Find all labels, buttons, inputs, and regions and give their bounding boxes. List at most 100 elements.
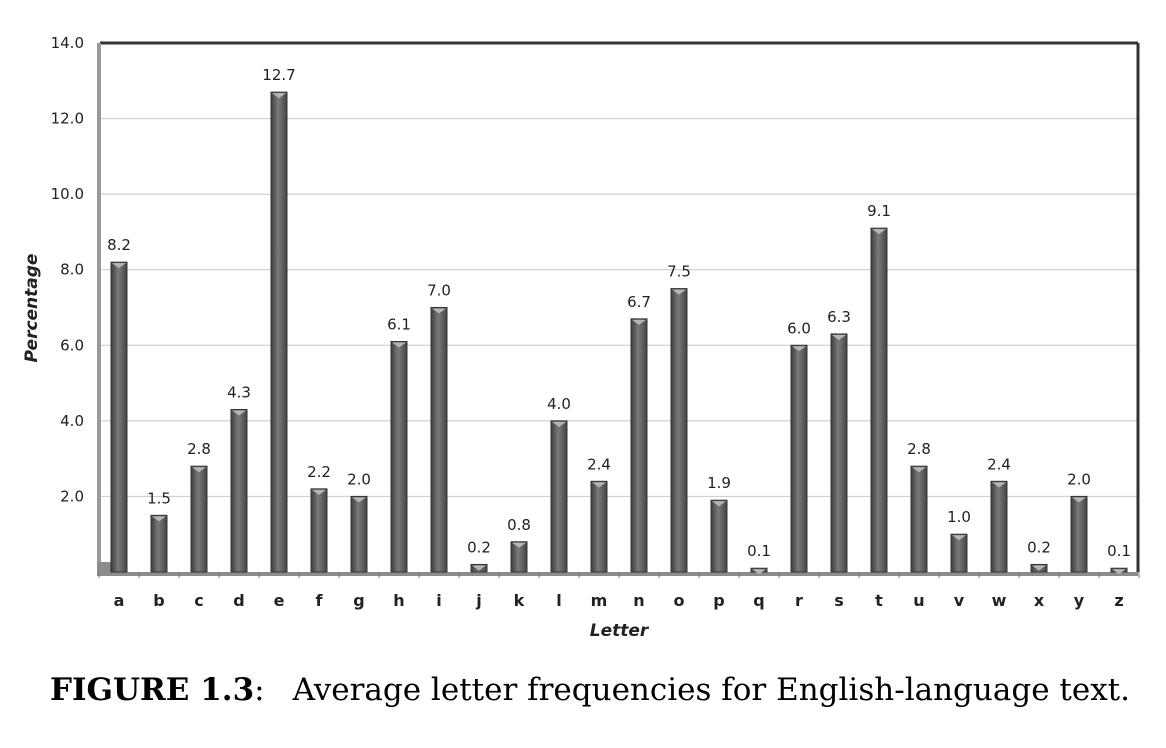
- x-tick-label-e: e: [274, 591, 285, 610]
- figure-caption: FIGURE 1.3: Average letter frequencies fo…: [50, 672, 1130, 708]
- x-tick-label-j: j: [475, 591, 481, 610]
- x-axis-line: [110, 572, 1138, 576]
- y-tick-label: 4.0: [60, 412, 84, 430]
- bar-e: [270, 91, 288, 573]
- bar-cap-t: [872, 229, 886, 235]
- plot-frame: [97, 41, 1140, 578]
- caption-text: Average letter frequencies for English-l…: [292, 672, 1130, 708]
- x-tick-label-g: g: [353, 591, 364, 610]
- caption-separator: :: [254, 672, 265, 708]
- bar-p: [710, 499, 728, 573]
- x-tick-label-d: d: [233, 591, 244, 610]
- x-axis-title: Letter: [590, 621, 650, 641]
- x-tick-label-t: t: [875, 591, 883, 610]
- data-label-r: 6.0: [787, 319, 811, 337]
- bar-cap-f: [312, 489, 326, 495]
- bar-cap-w: [992, 482, 1006, 488]
- bar-cap-v: [952, 535, 966, 541]
- data-label-q: 0.1: [747, 542, 771, 560]
- x-tick-label-h: h: [393, 591, 404, 610]
- data-label-k: 0.8: [507, 516, 531, 534]
- x-tick-label-b: b: [153, 591, 164, 610]
- bar-cap-x: [1032, 565, 1046, 571]
- bar-cap-l: [552, 421, 566, 427]
- data-label-i: 7.0: [427, 282, 451, 300]
- x-tick-label-z: z: [1114, 591, 1123, 610]
- data-label-v: 1.0: [947, 508, 971, 526]
- bar-cap-q: [752, 569, 766, 575]
- bar-cap-c: [192, 467, 206, 473]
- x-tick-label-a: a: [114, 591, 125, 610]
- data-label-f: 2.2: [307, 463, 331, 481]
- x-tick-label-m: m: [591, 591, 608, 610]
- data-label-x: 0.2: [1027, 538, 1051, 556]
- x-tick-label-o: o: [674, 591, 685, 610]
- x-tick-label-x: x: [1034, 591, 1045, 610]
- bar-cap-u: [912, 467, 926, 473]
- bar-u: [910, 465, 928, 573]
- x-tick-label-k: k: [514, 591, 525, 610]
- y-tick-label: 2.0: [60, 487, 84, 505]
- bar-h: [390, 341, 408, 573]
- gridlines: [100, 118, 1138, 497]
- bar-i: [430, 307, 448, 573]
- x-tick-label-y: y: [1074, 591, 1085, 610]
- data-label-s: 6.3: [827, 308, 851, 326]
- bar-cap-a: [112, 263, 126, 269]
- bar-t: [870, 227, 888, 573]
- data-label-h: 6.1: [387, 316, 411, 334]
- x-tick-label-n: n: [633, 591, 644, 610]
- y-tick-label: 6.0: [60, 336, 84, 354]
- bar-v: [950, 533, 968, 573]
- bar-cap-m: [592, 482, 606, 488]
- y-tick-label: 10.0: [51, 185, 84, 203]
- bar-r: [790, 344, 808, 573]
- x-tick-label-u: u: [913, 591, 924, 610]
- bar-cap-d: [232, 410, 246, 416]
- y-tick-label: 14.0: [51, 34, 84, 52]
- data-label-e: 12.7: [262, 66, 295, 84]
- bar-cap-z: [1112, 569, 1126, 575]
- bar-cap-k: [512, 542, 526, 548]
- figure-label: FIGURE 1.3: [50, 672, 255, 708]
- y-axis-line: [97, 43, 101, 572]
- bar-cap-e: [272, 93, 286, 99]
- bar-w: [990, 480, 1008, 573]
- x-tick-label-w: w: [992, 591, 1007, 610]
- data-label-z: 0.1: [1107, 542, 1131, 560]
- data-label-l: 4.0: [547, 395, 571, 413]
- x-tick-label-f: f: [316, 591, 324, 610]
- data-label-o: 7.5: [667, 263, 691, 281]
- bars: [110, 91, 1128, 575]
- data-label-b: 1.5: [147, 489, 171, 507]
- bar-cap-g: [352, 497, 366, 503]
- bar-f: [310, 488, 328, 573]
- data-label-j: 0.2: [467, 538, 491, 556]
- bar-cap-j: [472, 565, 486, 571]
- data-label-a: 8.2: [107, 236, 131, 254]
- data-label-u: 2.8: [907, 440, 931, 458]
- x-tick-label-s: s: [834, 591, 844, 610]
- x-tick-label-r: r: [795, 591, 803, 610]
- x-tick-label-l: l: [556, 591, 561, 610]
- bar-cap-h: [392, 342, 406, 348]
- bar-chart: 2.0 4.0 6.0 8.0 10.0 12.0 14.0 8.2 a 1.5 b 2.8 c 4.3 d…: [22, 34, 1140, 641]
- x-tick-label-p: p: [713, 591, 724, 610]
- data-label-c: 2.8: [187, 440, 211, 458]
- y-tick-label: 12.0: [51, 110, 84, 128]
- bar-y: [1070, 495, 1088, 573]
- bar-cap-b: [152, 516, 166, 522]
- labels: 2.0 4.0 6.0 8.0 10.0 12.0 14.0 8.2 a 1.5 b 2.8 c 4.3 d…: [51, 34, 1131, 610]
- bar-s: [830, 333, 848, 573]
- bar-cap-n: [632, 319, 646, 325]
- bar-a: [110, 261, 128, 573]
- data-label-w: 2.4: [987, 455, 1011, 473]
- bar-cap-i: [432, 308, 446, 314]
- bar-cap-r: [792, 346, 806, 352]
- data-label-d: 4.3: [227, 384, 251, 402]
- bar-m: [590, 480, 608, 573]
- bar-k: [510, 541, 528, 573]
- x-tick-label-q: q: [753, 591, 764, 610]
- axis-corner: [97, 562, 113, 576]
- bar-c: [190, 465, 208, 573]
